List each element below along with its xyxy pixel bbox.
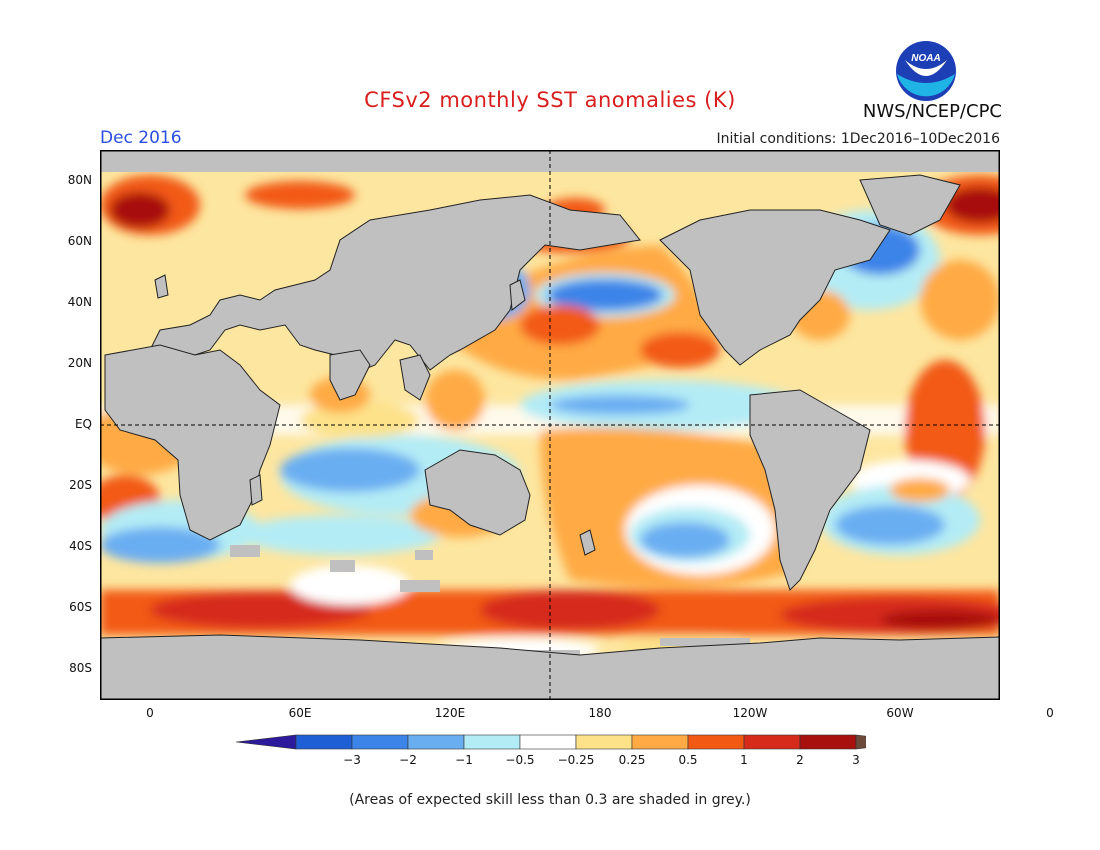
lat-tick-label: 60N: [67, 233, 92, 248]
chart-title: CFSv2 monthly SST anomalies (K): [364, 88, 736, 112]
colorbar-segment: [236, 734, 297, 750]
colorbar-tick-label: 3: [852, 753, 860, 767]
lat-tick-label: 80S: [69, 661, 92, 676]
colorbar-segment: [295, 734, 353, 750]
colorbar-tick-label: −2: [399, 753, 417, 767]
colorbar-segment: [407, 734, 465, 750]
colorbar-segment: [463, 734, 521, 750]
colorbar-tick-label: −0.5: [505, 753, 535, 767]
lat-tick-label: 20N: [67, 355, 92, 370]
lat-tick-label: 40S: [69, 539, 92, 554]
lat-tick-label: 20S: [69, 478, 92, 493]
colorbar-tick-label: −0.25: [557, 753, 595, 767]
lon-tick-label: 0: [1046, 706, 1054, 720]
landmasses: [100, 174, 1000, 700]
lon-tick-label: 60W: [886, 706, 914, 720]
lat-tick-label: 60S: [69, 600, 92, 615]
noaa-logo: NOAA: [896, 41, 956, 101]
lat-tick-label: 80N: [67, 172, 92, 187]
colorbar-tick-label: 0.25: [618, 753, 646, 767]
lon-tick-label: 180: [588, 706, 612, 720]
colorbar-tick-label: 2: [796, 753, 804, 767]
lat-tick-label: 40N: [67, 294, 92, 309]
lon-tick-label: 0: [146, 706, 154, 720]
colorbar-segment: [855, 734, 866, 750]
initial-conditions: Initial conditions: 1Dec2016–10Dec2016: [716, 131, 1000, 147]
colorbar-segment: [687, 734, 745, 750]
colorbar-segment: [743, 734, 801, 750]
colorbar-tick-label: 0.5: [678, 753, 698, 767]
forecast-month: Dec 2016: [100, 128, 182, 148]
svg-text:NOAA: NOAA: [911, 53, 940, 64]
lon-tick-label: 120W: [732, 706, 768, 720]
organization-label: NWS/NCEP/CPC: [862, 101, 1002, 122]
skill-footnote: (Areas of expected skill less than 0.3 a…: [349, 792, 751, 808]
colorbar-segment: [799, 734, 857, 750]
colorbar-tick-label: 1: [740, 753, 748, 767]
colorbar-segment: [351, 734, 409, 750]
sst-anomaly-map: [100, 150, 1000, 700]
lat-tick-label: EQ: [74, 417, 92, 431]
map-frame: [100, 150, 1000, 700]
colorbar-segment: [575, 734, 633, 750]
colorbar-tick-label: −1: [455, 753, 473, 767]
color-scale-bar: [236, 734, 866, 750]
colorbar-tick-label: −3: [343, 753, 361, 767]
lon-tick-label: 60E: [288, 706, 312, 720]
colorbar-segment: [631, 734, 689, 750]
colorbar-segment: [519, 734, 577, 750]
lon-tick-label: 120E: [434, 706, 466, 720]
